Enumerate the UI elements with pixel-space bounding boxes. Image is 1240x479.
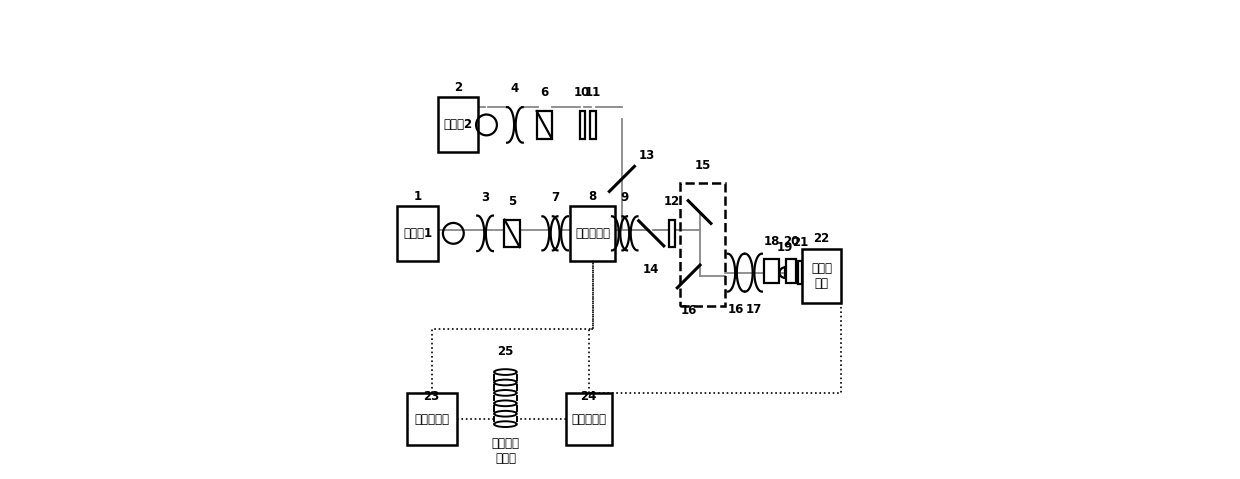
- FancyBboxPatch shape: [438, 97, 477, 152]
- Text: 19: 19: [776, 241, 792, 254]
- Text: 11: 11: [585, 86, 601, 99]
- Bar: [590, 111, 595, 138]
- Text: 8: 8: [589, 190, 596, 203]
- Text: 18: 18: [764, 235, 780, 248]
- Bar: [579, 111, 585, 138]
- Ellipse shape: [494, 390, 517, 396]
- Text: 锁相放大器: 锁相放大器: [572, 413, 606, 426]
- Text: 3: 3: [481, 191, 489, 204]
- Text: 21: 21: [792, 236, 808, 249]
- Text: 22: 22: [813, 232, 830, 245]
- Text: 采集卡和
计算机: 采集卡和 计算机: [491, 437, 520, 465]
- Bar: [797, 261, 802, 285]
- FancyBboxPatch shape: [565, 393, 613, 445]
- Bar: [764, 260, 779, 283]
- FancyBboxPatch shape: [570, 206, 615, 261]
- Bar: [537, 111, 552, 138]
- Text: 12: 12: [663, 195, 681, 208]
- Bar: [680, 182, 725, 306]
- Text: 1: 1: [413, 190, 422, 203]
- FancyBboxPatch shape: [407, 393, 456, 445]
- Text: 9: 9: [620, 192, 629, 205]
- Ellipse shape: [494, 369, 517, 375]
- Text: 6: 6: [541, 86, 548, 99]
- Bar: [670, 219, 675, 247]
- Text: 16: 16: [728, 303, 744, 317]
- Ellipse shape: [494, 380, 517, 385]
- Ellipse shape: [494, 400, 517, 406]
- Text: 25: 25: [497, 345, 513, 358]
- Text: 23: 23: [423, 390, 440, 403]
- Text: 10: 10: [574, 86, 590, 99]
- Text: 24: 24: [580, 390, 596, 403]
- Text: 16: 16: [681, 304, 697, 318]
- Text: 20: 20: [782, 235, 799, 248]
- Text: 13: 13: [639, 148, 656, 161]
- Text: 4: 4: [511, 82, 520, 95]
- FancyBboxPatch shape: [802, 249, 841, 303]
- Text: 2: 2: [454, 80, 463, 94]
- Text: 光电探
测量: 光电探 测量: [811, 262, 832, 290]
- Text: 5: 5: [508, 195, 516, 208]
- FancyBboxPatch shape: [398, 206, 438, 261]
- Text: 信号发生器: 信号发生器: [414, 413, 449, 426]
- Text: 电光调制器: 电光调制器: [575, 227, 610, 240]
- Text: 7: 7: [551, 192, 559, 205]
- Text: 激光器1: 激光器1: [403, 227, 433, 240]
- Bar: [786, 260, 796, 283]
- Bar: [505, 219, 520, 247]
- Text: 15: 15: [694, 159, 711, 172]
- Text: 14: 14: [644, 263, 660, 276]
- Ellipse shape: [494, 421, 517, 427]
- Ellipse shape: [494, 411, 517, 417]
- Text: 激光器2: 激光器2: [443, 118, 472, 131]
- Text: 17: 17: [745, 303, 761, 317]
